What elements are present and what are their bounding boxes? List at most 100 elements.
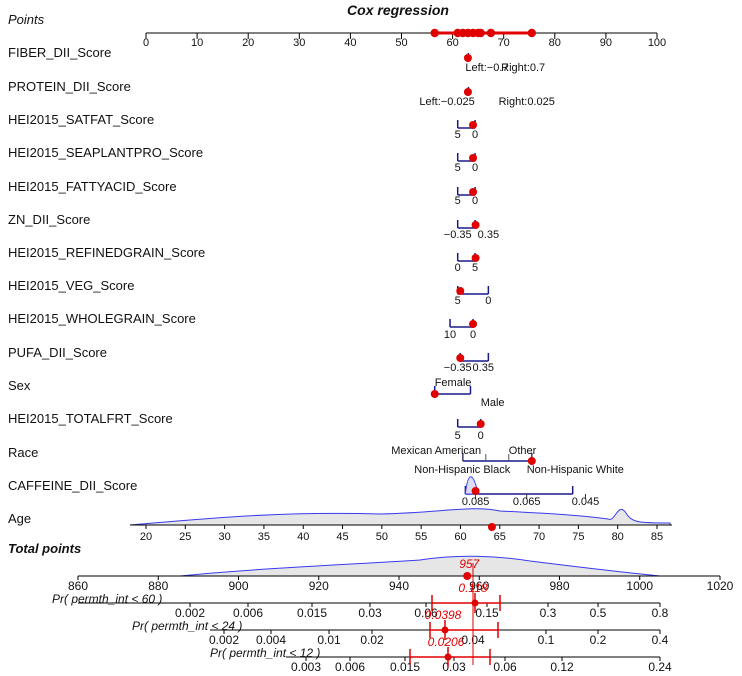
total-tick-label: 880 bbox=[148, 579, 168, 593]
probability-marker bbox=[444, 653, 452, 661]
variable-value-label: Male bbox=[481, 397, 505, 409]
variable-value-label: 0.35 bbox=[473, 362, 494, 374]
age-tick-label: 60 bbox=[454, 531, 466, 543]
points-marker bbox=[430, 28, 439, 38]
variable-label: HEI2015_SATFAT_Score bbox=[8, 112, 154, 127]
age-tick-label: 55 bbox=[415, 531, 427, 543]
variable-value-label: 5 bbox=[455, 129, 461, 141]
age-tick-label: 30 bbox=[218, 531, 230, 543]
points-tick-label: 30 bbox=[293, 37, 305, 49]
total-tick-label: 920 bbox=[309, 579, 329, 593]
variable-marker bbox=[463, 88, 472, 96]
variable-value-label: 0.065 bbox=[513, 496, 541, 508]
variable-marker bbox=[469, 154, 478, 162]
variable-value-label: 5 bbox=[455, 430, 461, 442]
probability-tick-label: 0.8 bbox=[652, 606, 669, 620]
age-tick-label: 70 bbox=[533, 531, 545, 543]
probability-tick-label: 0.4 bbox=[652, 633, 669, 647]
age-marker bbox=[487, 523, 496, 531]
variable-label: HEI2015_WHOLEGRAIN_Score bbox=[8, 311, 196, 326]
probability-value-label: 0.0206 bbox=[428, 635, 465, 649]
variable-value-label: Mexican American bbox=[391, 445, 481, 457]
variable-value-label: 5 bbox=[455, 162, 461, 174]
variable-label: PUFA_DII_Score bbox=[8, 345, 107, 360]
age-density bbox=[129, 508, 671, 526]
age-tick-label: 85 bbox=[651, 531, 663, 543]
probability-tick-label: 0.015 bbox=[297, 606, 327, 620]
variable-label: ZN_DII_Score bbox=[8, 212, 90, 227]
probability-tick-label: 0.002 bbox=[175, 606, 205, 620]
variable-value-label: 0.085 bbox=[462, 496, 490, 508]
variable-value-label: 0 bbox=[472, 162, 478, 174]
variable-marker bbox=[469, 188, 478, 196]
points-tick-label: 0 bbox=[143, 37, 149, 49]
points-tick-label: 20 bbox=[242, 37, 254, 49]
variable-value-label: Right:0.7 bbox=[501, 62, 545, 74]
variable-value-label: Female bbox=[435, 377, 472, 389]
probability-tick-label: 0.004 bbox=[256, 633, 286, 647]
variable-label: HEI2015_SEAPLANTPRO_Score bbox=[8, 145, 203, 160]
probability-tick-label: 0.03 bbox=[442, 660, 466, 674]
variable-label: FIBER_DII_Score bbox=[8, 45, 111, 60]
total-tick-label: 1020 bbox=[707, 579, 734, 593]
variable-marker bbox=[471, 254, 480, 262]
variable-value-label: 10 bbox=[444, 329, 456, 341]
probability-tick-label: 0.3 bbox=[540, 606, 557, 620]
variable-value-label: 5 bbox=[455, 195, 461, 207]
variable-marker bbox=[469, 320, 478, 328]
age-tick-label: 75 bbox=[572, 531, 584, 543]
age-tick-label: 80 bbox=[612, 531, 624, 543]
variable-label: HEI2015_REFINEDGRAIN_Score bbox=[8, 245, 205, 260]
probability-label: Pr( permth_int < 24 ) bbox=[132, 619, 242, 633]
points-tick-label: 10 bbox=[191, 37, 203, 49]
points-tick-label: 50 bbox=[395, 37, 407, 49]
probability-tick-label: 0.015 bbox=[390, 660, 420, 674]
variable-value-label: 0.35 bbox=[478, 229, 499, 241]
points-tick-label: 60 bbox=[446, 37, 458, 49]
probability-tick-label: 0.12 bbox=[550, 660, 574, 674]
total-density bbox=[179, 555, 661, 577]
variable-label: PROTEIN_DII_Score bbox=[8, 79, 131, 94]
chart-title: Cox regression bbox=[347, 2, 449, 18]
total-marker bbox=[463, 572, 472, 580]
variable-value-label: Non-Hispanic Black bbox=[414, 464, 510, 476]
total-tick-label: 900 bbox=[228, 579, 248, 593]
variable-value-label: Other bbox=[509, 445, 537, 457]
probability-value-label: 0.0398 bbox=[425, 608, 462, 622]
variable-marker bbox=[463, 54, 472, 62]
probability-tick-label: 0.002 bbox=[209, 633, 239, 647]
variable-marker bbox=[456, 287, 465, 295]
variable-value-label: 0.045 bbox=[572, 496, 600, 508]
probability-tick-label: 0.003 bbox=[291, 660, 321, 674]
variable-value-label: 0 bbox=[472, 129, 478, 141]
age-tick-label: 50 bbox=[376, 531, 388, 543]
probability-tick-label: 0.03 bbox=[358, 606, 382, 620]
points-tick-label: 70 bbox=[498, 37, 510, 49]
points-tick-label: 40 bbox=[344, 37, 356, 49]
age-tick-label: 35 bbox=[258, 531, 270, 543]
probability-tick-label: 0.5 bbox=[590, 606, 607, 620]
probability-tick-label: 0.006 bbox=[335, 660, 365, 674]
variable-marker bbox=[430, 390, 439, 398]
points-tick-label: 90 bbox=[600, 37, 612, 49]
probability-tick-label: 0.2 bbox=[590, 633, 607, 647]
total-tick-label: 980 bbox=[549, 579, 569, 593]
variable-label: Race bbox=[8, 445, 38, 460]
variable-marker bbox=[456, 354, 465, 362]
probability-label: Pr( permth_int < 60 ) bbox=[52, 592, 162, 606]
variable-value-label: −0.35 bbox=[444, 229, 472, 241]
probability-tick-label: 0.006 bbox=[233, 606, 263, 620]
variable-value-label: Right:0.025 bbox=[499, 96, 555, 108]
total-tick-label: 1000 bbox=[626, 579, 653, 593]
variable-value-label: Non-Hispanic White bbox=[527, 464, 624, 476]
probability-tick-label: 0.24 bbox=[648, 660, 672, 674]
probability-tick-label: 0.02 bbox=[360, 633, 384, 647]
variable-label: Age bbox=[8, 511, 31, 526]
variable-value-label: Left:−0.025 bbox=[419, 96, 474, 108]
points-tick-label: 100 bbox=[648, 37, 666, 49]
probability-tick-label: 0.1 bbox=[538, 633, 555, 647]
age-tick-label: 40 bbox=[297, 531, 309, 543]
variable-label: Sex bbox=[8, 378, 31, 393]
probability-marker bbox=[441, 626, 449, 634]
variable-label: CAFFEINE_DII_Score bbox=[8, 478, 137, 493]
